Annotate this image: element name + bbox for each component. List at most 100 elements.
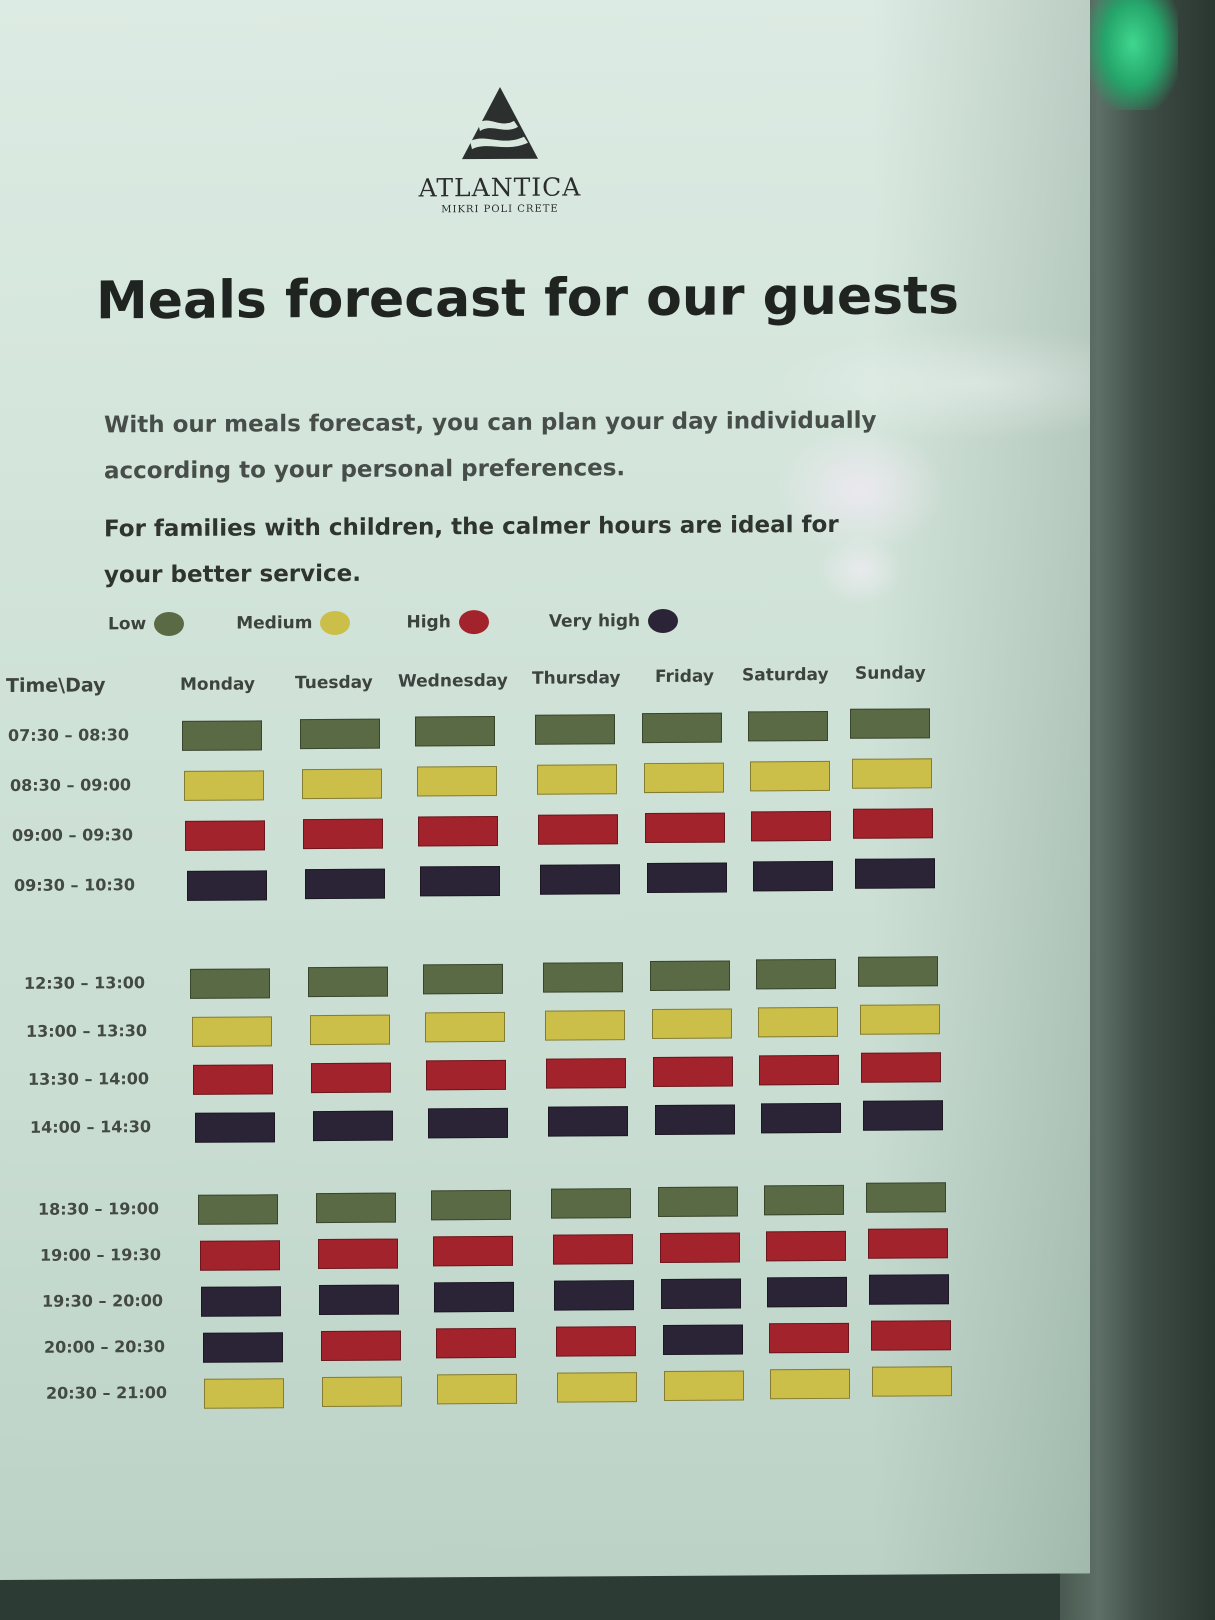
legend-label: Low [108, 614, 147, 635]
legend-dot-veryhigh [648, 608, 679, 634]
forecast-cell-low [551, 1188, 631, 1219]
forecast-cell-medium [183, 770, 264, 801]
atlantica-logo: ATLANTICA MIKRI POLI CRETE [410, 84, 590, 215]
forecast-cell-high [546, 1058, 626, 1089]
forecast-cell-veryhigh [194, 1112, 275, 1143]
forecast-cell-low [182, 720, 262, 751]
forecast-cell-high [768, 1322, 849, 1353]
forecast-cell-medium [424, 1012, 505, 1043]
forecast-cell-veryhigh [760, 1102, 841, 1133]
legend-label: Medium [236, 613, 313, 634]
forecast-cell-low [308, 966, 388, 997]
forecast-cell-high [418, 816, 498, 847]
time-slot-label: 14:00 – 14:30 [30, 1117, 151, 1137]
forecast-cell-high [867, 1228, 948, 1259]
forecast-cell-medium [544, 1010, 625, 1041]
forecast-cell-high [303, 818, 383, 849]
forecast-cell-low [316, 1192, 396, 1223]
forecast-cell-veryhigh [646, 862, 727, 893]
forecast-cell-medium [322, 1376, 402, 1407]
time-slot-label: 13:30 – 14:00 [28, 1069, 149, 1089]
forecast-cell-high [751, 810, 831, 841]
forecast-cell-low [756, 958, 836, 989]
logo-name: ATLANTICA [418, 172, 582, 203]
forecast-cell-high [185, 820, 265, 851]
intro-paragraph: With our meals forecast, you can plan yo… [104, 407, 877, 485]
forecast-cell-medium [557, 1372, 637, 1403]
forecast-cell-low [642, 712, 722, 743]
legend-item-medium: Medium [236, 610, 351, 636]
corner-header: Time\Day [6, 674, 106, 697]
forecast-cell-low [748, 710, 828, 741]
forecast-cell-medium [416, 766, 497, 797]
forecast-cell-low [300, 718, 380, 749]
forecast-cell-medium [770, 1368, 850, 1399]
forecast-cell-veryhigh [202, 1332, 283, 1363]
forecast-cell-low [190, 968, 270, 999]
families-paragraph: For families with children, the calmer h… [104, 511, 839, 589]
forecast-cell-low [431, 1190, 511, 1221]
forecast-cell-veryhigh [854, 858, 935, 889]
forecast-cell-high [435, 1328, 516, 1359]
forecast-cell-low [764, 1184, 844, 1215]
forecast-cell-high [193, 1064, 273, 1095]
time-slot-label: 19:00 – 19:30 [40, 1245, 161, 1265]
forecast-cell-high [765, 1230, 846, 1261]
forecast-cell-low [198, 1194, 278, 1225]
forecast-cell-low [866, 1182, 946, 1213]
forecast-cell-medium [757, 1006, 838, 1037]
forecast-cell-veryhigh [869, 1274, 949, 1305]
forecast-cell-medium [749, 760, 830, 791]
forecast-cell-high [759, 1054, 839, 1085]
time-slot-label: 20:30 – 21:00 [46, 1382, 167, 1403]
logo-subtitle: MIKRI POLI CRETE [441, 203, 559, 216]
forecast-cell-medium [872, 1366, 952, 1397]
day-header-saturday: Saturday [742, 664, 829, 686]
forecast-cell-medium [301, 768, 382, 799]
legend-label: Very high [548, 611, 641, 632]
forecast-cell-low [658, 1186, 738, 1217]
forecast-cell-high [653, 1056, 733, 1087]
forecast-cell-low [535, 714, 615, 745]
day-header-tuesday: Tuesday [295, 672, 373, 693]
forecast-cell-medium [204, 1378, 284, 1409]
forecast-cell-low [858, 956, 938, 987]
forecast-cell-veryhigh [427, 1108, 508, 1139]
time-slot-label: 19:30 – 20:00 [42, 1291, 163, 1311]
forecast-cell-medium [643, 762, 724, 793]
forecast-cell-high [538, 814, 618, 845]
forecast-cell-low [423, 964, 503, 995]
green-light [1088, 0, 1178, 110]
forecast-cell-veryhigh [661, 1278, 741, 1309]
forecast-cell-medium [536, 764, 617, 795]
forecast-cell-veryhigh [662, 1324, 743, 1355]
day-header-friday: Friday [655, 666, 714, 688]
forecast-cell-veryhigh [186, 870, 267, 901]
forecast-cell-low [415, 716, 495, 747]
forecast-cell-high [320, 1330, 401, 1361]
forecast-cell-veryhigh [862, 1100, 943, 1131]
legend-dot-low [154, 611, 185, 637]
forecast-cell-high [426, 1060, 506, 1091]
forecast-cell-veryhigh [654, 1104, 735, 1135]
forecast-cell-veryhigh [767, 1276, 847, 1307]
forecast-cell-medium [851, 758, 932, 789]
legend: Low Medium High Very high [108, 608, 679, 637]
forecast-cell-high [317, 1238, 398, 1269]
forecast-cell-medium [309, 1014, 390, 1045]
forecast-cell-high [552, 1234, 633, 1265]
meals-forecast-poster: ATLANTICA MIKRI POLI CRETE Meals forecas… [0, 0, 1090, 1581]
forecast-cell-veryhigh [319, 1284, 399, 1315]
legend-label: High [406, 612, 451, 633]
forecast-cell-medium [191, 1016, 272, 1047]
time-slot-label: 09:00 – 09:30 [12, 825, 133, 845]
forecast-cell-medium [664, 1370, 744, 1401]
time-slot-label: 13:00 – 13:30 [26, 1021, 147, 1041]
forecast-cell-veryhigh [312, 1110, 393, 1141]
legend-dot-high [458, 610, 489, 635]
forecast-cell-high [199, 1240, 280, 1271]
mountain-logo-icon [462, 86, 538, 160]
day-header-thursday: Thursday [532, 668, 621, 690]
day-header-sunday: Sunday [855, 663, 926, 684]
legend-item-high: High [406, 610, 489, 635]
